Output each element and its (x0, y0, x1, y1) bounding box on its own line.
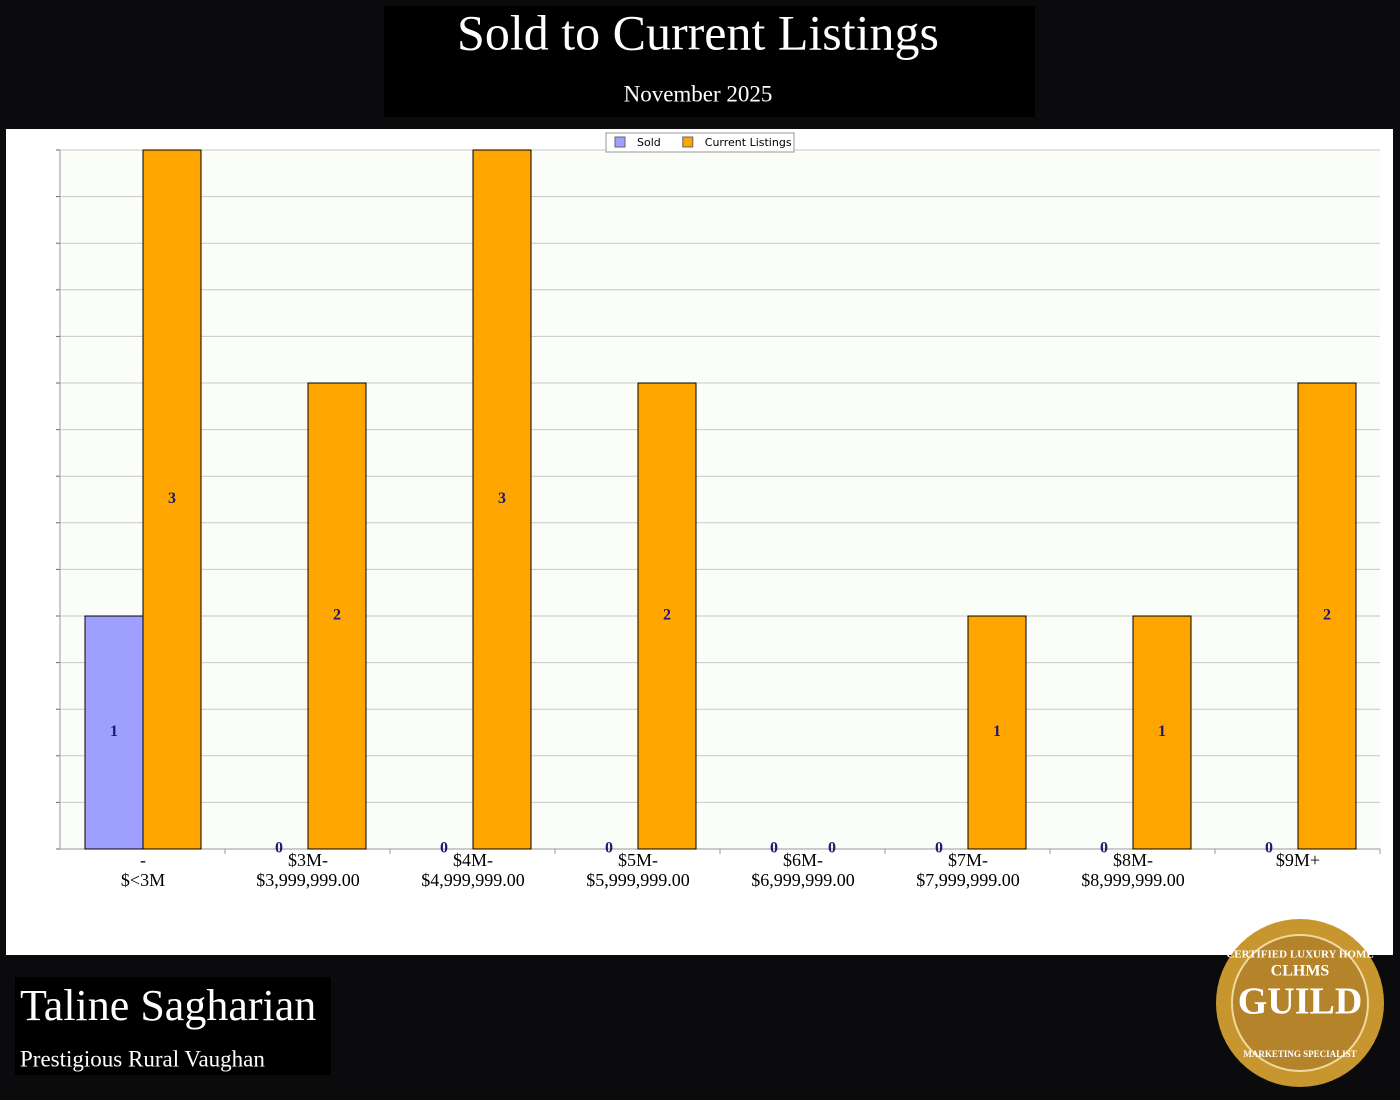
x-tick-label: $6M- (783, 850, 823, 870)
agent-box (15, 977, 331, 1075)
x-tick-label: $4M- (453, 850, 493, 870)
bar (1297, 382, 1357, 850)
x-tick-label: $3,999,999.00 (256, 870, 360, 890)
bar (1132, 615, 1192, 850)
x-tick-label: $7,999,999.00 (916, 870, 1020, 890)
x-tick-label: $7M- (948, 850, 988, 870)
subtitle: November 2025 (624, 81, 773, 106)
legend-swatch (682, 136, 694, 148)
data-label: 0 (770, 840, 778, 857)
legend: Sold Current Listings (605, 132, 795, 153)
bar (142, 149, 202, 850)
title: Sold to Current Listings (457, 4, 939, 60)
data-label: 3 (498, 490, 506, 507)
bar (472, 149, 532, 850)
data-label: 0 (1100, 840, 1108, 857)
x-tick-label: $<3M (121, 870, 165, 890)
data-label: 2 (333, 607, 341, 624)
x-tick-label: $8,999,999.00 (1081, 870, 1185, 890)
legend-swatch (614, 136, 626, 148)
data-label: 3 (168, 490, 176, 507)
title-box (384, 6, 1035, 117)
data-label: 0 (1265, 840, 1273, 857)
x-tick-label: $5,999,999.00 (586, 870, 690, 890)
data-label: 0 (828, 840, 836, 857)
data-label: 0 (440, 840, 448, 857)
legend-box (605, 132, 795, 153)
badge-name: GUILD (1238, 981, 1363, 1023)
data-label: 1 (993, 723, 1001, 740)
data-label: 1 (1158, 723, 1166, 740)
data-label: 2 (1323, 607, 1331, 624)
x-tick-label: $5M- (618, 850, 658, 870)
data-label: 0 (605, 840, 613, 857)
badge-inner (1231, 934, 1369, 1072)
badge: CERTIFIED LUXURY HOME CLHMS GUILD MARKET… (1216, 919, 1384, 1087)
data-label: 1 (110, 723, 118, 740)
bar (967, 615, 1027, 850)
badge-mid: CLHMS (1271, 963, 1330, 980)
plot: Sold Current Listings -$<3M 1 3 $3M-$3,999,99… (56, 132, 1381, 890)
agent-name: Taline Sagharian (20, 981, 316, 1030)
bar (84, 615, 144, 850)
badge-top: CERTIFIED LUXURY HOME (1226, 949, 1373, 961)
data-label: 0 (935, 840, 943, 857)
x-tick-label: $6,999,999.00 (751, 870, 855, 890)
badge-bottom: MARKETING SPECIALIST (1243, 1049, 1356, 1059)
legend-label: Sold (637, 136, 661, 149)
bar (307, 382, 367, 850)
x-tick-label: $9M+ (1276, 850, 1320, 870)
x-tick-label: $3M- (288, 850, 328, 870)
x-tick-label: $4,999,999.00 (421, 870, 525, 890)
x-tick-label: - (140, 850, 146, 870)
data-label: 0 (275, 840, 283, 857)
bar (637, 382, 697, 850)
agent-area: Prestigious Rural Vaughan (20, 1046, 265, 1071)
data-label: 2 (663, 607, 671, 624)
x-tick-label: $8M- (1113, 850, 1153, 870)
legend-label: Current Listings (705, 136, 792, 149)
